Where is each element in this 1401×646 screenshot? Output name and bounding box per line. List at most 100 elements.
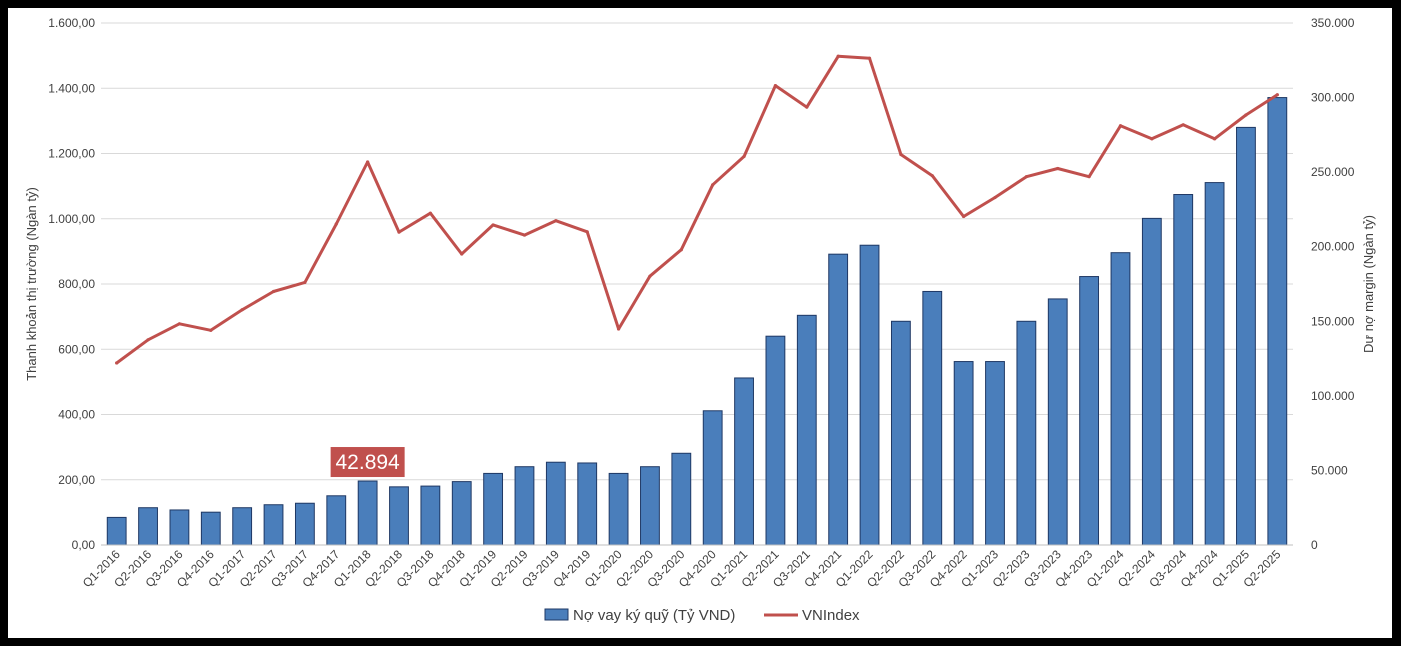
bar xyxy=(420,485,441,546)
vnindex-point xyxy=(334,222,338,226)
bar xyxy=(451,481,472,546)
vnindex-point xyxy=(1150,137,1154,141)
bar xyxy=(577,462,598,546)
vnindex-point xyxy=(993,195,997,200)
vnindex-point xyxy=(240,308,244,312)
line-series xyxy=(115,54,1279,365)
bar xyxy=(138,507,158,546)
vnindex-point xyxy=(805,105,809,109)
vnindex-point xyxy=(648,274,652,278)
vnindex-point xyxy=(554,219,558,223)
left-axis-tick-label: 0,00 xyxy=(72,538,96,552)
bar xyxy=(765,335,786,546)
vnindex-point xyxy=(616,327,621,331)
data-label-box xyxy=(330,447,405,478)
bar xyxy=(1141,217,1162,546)
bar xyxy=(1047,298,1068,546)
vnindex-point xyxy=(585,230,589,234)
left-axis-tick-label: 200,00 xyxy=(58,473,95,487)
right-axis-ticks: 0 50.000 100.000 150.000 200.000 250.000 300.0… xyxy=(1311,16,1355,552)
x-axis-tick-labels: Q1-2016Q2-2016Q3-2016Q4-2016Q1-2017Q2-20… xyxy=(80,547,1284,590)
bar xyxy=(1079,276,1100,546)
vnindex-point xyxy=(711,183,715,187)
right-axis-tick-label: 300.000 xyxy=(1311,91,1355,105)
left-axis-tick-label: 600,00 xyxy=(58,342,95,356)
vnindex-point xyxy=(397,230,401,234)
left-axis-ticks: 0,00 200,00 400,00 600,00 800,00 1.000,00 1.20… xyxy=(48,16,95,552)
vnindex-point xyxy=(491,223,495,227)
legend-label-bar: Nợ vay ký quỹ (Tỷ VND) xyxy=(573,607,735,624)
vnindex-point xyxy=(271,289,276,294)
bar xyxy=(702,410,723,546)
vnindex-point xyxy=(115,361,119,365)
legend: Nợ vay ký quỹ (Tỷ VND) VNIndex xyxy=(544,607,860,624)
vnindex-point xyxy=(366,160,370,164)
vnindex-point xyxy=(1244,113,1248,117)
legend-swatch-bar xyxy=(544,608,569,621)
vnindex-point xyxy=(1118,124,1123,128)
bar xyxy=(734,377,754,546)
left-axis-tick-label: 400,00 xyxy=(58,408,95,422)
vnindex-point xyxy=(930,174,934,178)
vnindex-line xyxy=(115,54,1279,365)
right-axis-tick-label: 100.000 xyxy=(1311,389,1355,403)
vnindex-point xyxy=(867,56,872,60)
vnindex-point xyxy=(1024,175,1028,179)
right-axis-tick-label: 0 xyxy=(1311,538,1318,552)
vnindex-point xyxy=(1212,137,1217,141)
right-axis-tick-label: 200.000 xyxy=(1311,240,1355,254)
vnindex-point xyxy=(177,322,182,326)
vnindex-point xyxy=(209,328,213,332)
bar xyxy=(985,361,1005,546)
bar xyxy=(828,253,849,546)
left-axis-tick-label: 800,00 xyxy=(58,277,95,291)
bar xyxy=(1204,182,1225,546)
bar xyxy=(1267,97,1288,546)
right-axis-tick-label: 50.000 xyxy=(1311,463,1348,477)
left-axis-title: Thanh khoản thị trường (Ngàn tỷ) xyxy=(24,187,39,381)
bar xyxy=(326,495,347,546)
legend-label-line: VNIndex xyxy=(802,607,860,624)
bar xyxy=(106,516,127,546)
vnindex-point xyxy=(1275,93,1279,97)
left-axis-tick-label: 1.000,00 xyxy=(48,212,95,226)
bar xyxy=(859,244,880,546)
margin-debt-vnindex-chart: 0,00 200,00 400,00 600,00 800,00 1.000,00 1.20… xyxy=(24,16,1376,624)
left-axis-tick-label: 1.400,00 xyxy=(48,81,95,95)
vnindex-point xyxy=(962,214,966,219)
right-axis-tick-label: 250.000 xyxy=(1311,165,1355,179)
bar xyxy=(232,507,253,546)
vnindex-point xyxy=(1181,123,1185,127)
vnindex-point xyxy=(428,211,432,215)
bar xyxy=(1236,126,1256,546)
bar xyxy=(514,466,535,546)
bar xyxy=(169,509,190,546)
vnindex-point xyxy=(146,338,150,342)
bar-series xyxy=(106,97,1288,546)
bar xyxy=(890,320,911,546)
vnindex-point xyxy=(679,248,683,252)
data-label-text: 42.894 xyxy=(336,451,401,474)
vnindex-point xyxy=(773,84,778,88)
vnindex-point xyxy=(460,252,464,256)
right-axis-title: Dư nợ margin (Ngàn tỷ) xyxy=(1361,215,1376,353)
vnindex-point xyxy=(522,233,527,237)
bar xyxy=(389,486,409,546)
bar xyxy=(200,511,221,546)
bar xyxy=(922,290,943,546)
bar xyxy=(953,361,974,546)
vnindex-point xyxy=(836,54,840,58)
bar xyxy=(1016,320,1037,546)
bar xyxy=(357,480,378,546)
vnindex-point xyxy=(742,154,746,159)
bar xyxy=(796,314,817,546)
vnindex-point xyxy=(303,280,307,284)
left-axis-tick-label: 1.200,00 xyxy=(48,147,95,161)
right-axis-tick-label: 150.000 xyxy=(1311,314,1355,328)
vnindex-point xyxy=(1087,175,1091,179)
bar xyxy=(263,504,284,546)
vnindex-point xyxy=(899,152,903,157)
bar xyxy=(608,472,629,546)
bar xyxy=(1110,252,1131,546)
bar xyxy=(1173,194,1194,546)
